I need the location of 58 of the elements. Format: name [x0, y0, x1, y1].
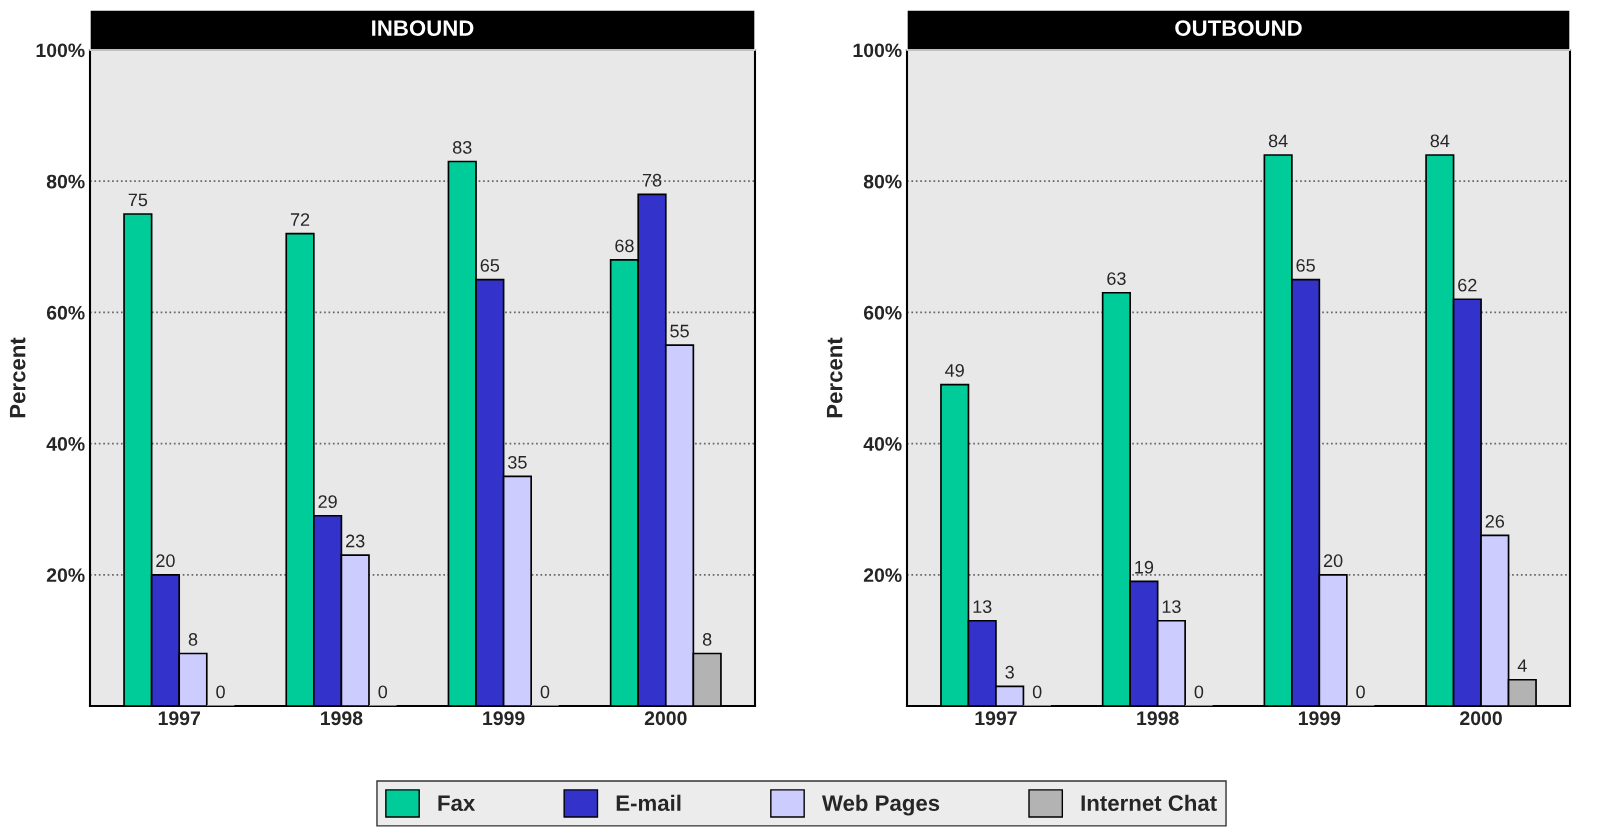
y-tick-label: 60% [46, 305, 85, 320]
x-tick-label: 1999 [483, 711, 525, 726]
data-label: 0 [1356, 685, 1365, 699]
data-label: 65 [480, 259, 500, 272]
data-label: 4 [1517, 659, 1527, 672]
data-label: 8 [188, 633, 198, 646]
x-tick-label: 1999 [1298, 711, 1341, 726]
y-tick-label: 20% [863, 568, 902, 583]
y-axis-title: Percent [826, 337, 843, 418]
legend-label: Web Pages [821, 794, 940, 816]
data-label: 8 [702, 633, 712, 646]
x-tick-label: 2000 [644, 711, 687, 726]
data-label: 23 [346, 534, 365, 548]
data-label: 0 [216, 685, 225, 699]
x-tick-label: 1998 [1137, 711, 1179, 726]
y-tick-label: 100% [36, 43, 85, 58]
data-label: 20 [156, 554, 175, 568]
legend-label: Internet Chat [1081, 794, 1217, 811]
data-label: 65 [1296, 259, 1315, 272]
x-tick-label: 2000 [1460, 711, 1502, 726]
y-axis-title: Percent [9, 337, 26, 418]
chart-title: INBOUND [372, 20, 474, 36]
data-label: 26 [1485, 514, 1505, 528]
data-label: 62 [1458, 278, 1477, 292]
data-label: 63 [1107, 272, 1126, 285]
x-tick-label: 1997 [158, 711, 200, 726]
y-tick-label: 20% [46, 568, 85, 583]
data-label: 0 [378, 685, 388, 699]
x-tick-label: 1998 [321, 711, 363, 726]
y-tick-label: 60% [863, 305, 902, 320]
y-tick-label: 80% [46, 174, 85, 189]
data-label: 0 [540, 685, 550, 699]
data-label: 83 [452, 141, 472, 154]
data-label: 78 [642, 173, 662, 187]
legend-label: Fax [438, 795, 476, 811]
y-tick-label: 100% [853, 43, 902, 58]
data-label: 84 [1430, 134, 1450, 148]
data-label: 19 [1135, 560, 1154, 574]
data-label: 0 [1194, 685, 1204, 699]
data-label: 75 [128, 193, 148, 207]
data-label: 84 [1268, 134, 1288, 148]
y-tick-label: 40% [863, 437, 902, 451]
data-label: 49 [945, 364, 964, 377]
y-tick-label: 40% [46, 437, 85, 451]
data-label: 13 [1162, 600, 1181, 613]
data-label: 72 [290, 213, 310, 226]
data-label: 55 [670, 324, 689, 338]
x-tick-label: 1997 [975, 711, 1017, 726]
data-label: 13 [973, 600, 992, 613]
data-label: 29 [318, 495, 337, 509]
data-label: 3 [1005, 665, 1014, 679]
data-label: 0 [1032, 685, 1042, 699]
chart-title: OUTBOUND [1175, 20, 1302, 36]
data-label: 35 [508, 455, 527, 469]
data-label: 68 [615, 239, 634, 253]
data-label: 20 [1323, 554, 1343, 568]
legend-label: E-mail [616, 794, 681, 811]
y-tick-label: 80% [863, 174, 902, 189]
